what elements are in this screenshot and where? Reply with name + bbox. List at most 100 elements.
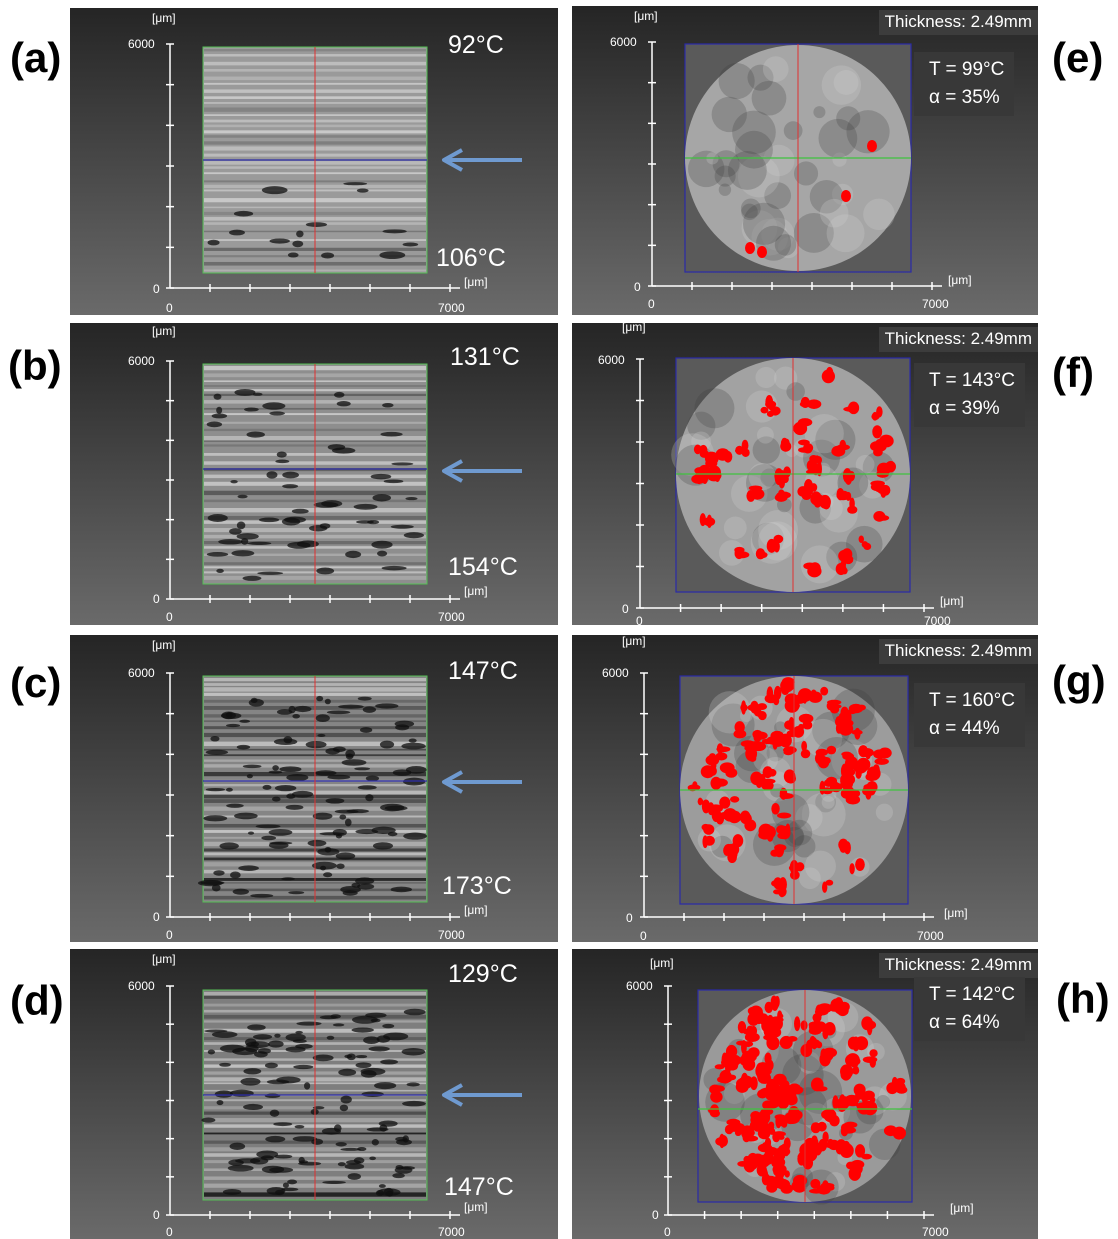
pore [298,1156,305,1164]
pore [228,1159,244,1166]
pore [392,769,412,776]
porosity-blob [855,1144,873,1160]
porosity-blob [861,1016,877,1036]
y-axis-max-label: 6000 [128,979,155,993]
pore [216,568,224,574]
pore [390,886,413,893]
porosity-blob [809,1137,823,1156]
pore [380,1059,399,1065]
pore [268,770,283,774]
pore [347,1173,362,1180]
texture-spot [723,516,747,540]
pore [327,774,351,780]
temperature-box: T = 160°C α = 44% [914,683,1025,747]
pore [201,1117,216,1123]
thickness-label: Thickness: 2.49mm [878,10,1038,35]
panel-e-plot: [μm] 6000 0 0 7000 [μm] [610,9,972,311]
porosity-blob [810,1121,827,1134]
porosity-blob [838,548,854,565]
pore [281,877,295,881]
porosity-blob [717,1069,737,1084]
x-axis-unit: [μm] [940,594,964,608]
pore [231,550,255,557]
pore [288,705,296,714]
porosity-blob [755,548,768,560]
porosity-blob [774,489,791,502]
pore [261,1165,285,1174]
pore [210,735,220,742]
porosity-blob [791,1174,808,1193]
porosity-blob [708,1104,720,1118]
porosity-blob [762,1014,775,1033]
pore [282,484,299,489]
pore [292,1039,307,1044]
pore [365,794,374,802]
pore [321,1127,341,1135]
pore [371,540,393,549]
panel-f-top-view: [μm] 6000 0 0 7000 [μm] Thickness: 2.49m… [572,323,1038,625]
porosity-blob [805,459,822,477]
texture-spot [766,744,785,762]
texture-spot [774,721,787,734]
x-axis-unit: [μm] [464,584,488,598]
pore [312,812,333,820]
pore [305,222,328,228]
pore [232,888,249,895]
y-axis-unit: [μm] [152,952,176,966]
bottom-temperature: 106°C [436,244,506,272]
pore [279,766,302,773]
texture-spot [727,151,767,190]
y-axis-unit: [μm] [152,638,176,652]
pore [332,1023,345,1027]
x-axis-max-label: 7000 [438,301,465,315]
y-ticks [166,672,174,918]
pore [371,1138,379,1146]
porosity-blob [715,448,733,463]
texture-spot [819,198,849,228]
texture-spot [714,165,736,187]
pore [406,1082,420,1087]
porosity-blob [710,776,728,790]
pore [264,1062,278,1069]
pore [386,1190,393,1197]
y-axis-unit: [μm] [634,9,658,23]
pore [247,541,272,545]
pore [321,252,335,259]
texture-spot [760,468,779,487]
alpha-value: α = 64% [929,1012,1000,1033]
pore [403,532,424,539]
pore [345,753,354,760]
top-temperature: 92°C [448,31,504,59]
porosity-blob [808,686,829,703]
y-axis-zero-label: 0 [153,592,160,606]
panel-c-side-view: [μm] 6000 0 0 7000 [μm] 147°C 173°C [70,635,558,942]
x-ticks [683,913,925,921]
panel-h-plot: [μm] 6000 0 0 7000 [μm] [626,956,974,1239]
y-axis-unit: [μm] [650,956,674,970]
porosity-blob [693,444,710,458]
porosity-blob [853,1083,866,1100]
pore [392,1173,405,1179]
pore [326,710,351,715]
porosity-blob [867,140,877,152]
pore [333,391,345,398]
porosity-blob [869,438,884,452]
texture-spot [718,540,745,566]
pore [355,1054,368,1059]
pore [370,473,392,480]
pore [374,1082,397,1090]
pore [372,494,392,502]
pore [269,1109,280,1117]
pore [353,503,378,510]
porosity-blob [858,535,872,551]
pore [376,1035,391,1043]
porosity-blob [809,1035,823,1049]
pore [276,709,293,715]
porosity-blob [838,838,851,855]
pore [282,1182,289,1188]
porosity-blob [780,677,795,696]
porosity-blob [810,1077,828,1092]
pore [207,514,228,522]
porosity-blob [780,437,792,452]
arrow-icon [442,148,522,172]
